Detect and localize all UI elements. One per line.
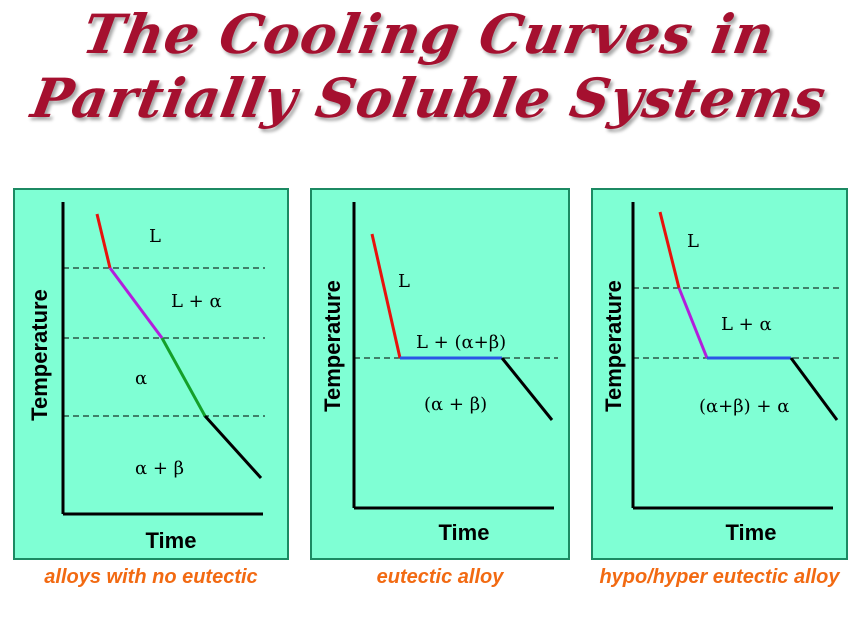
curve-segment-liquid [370, 233, 402, 359]
curve-segment-solid [789, 357, 839, 421]
caption-eutectic: eutectic alloy [376, 566, 504, 588]
y-axis-label: Temperature [601, 280, 626, 412]
x-axis-label: Time [439, 520, 490, 545]
title-line-2: Partially Soluble Systems [26, 66, 832, 130]
region-label-l-plus-alpha: L + α [721, 314, 772, 335]
panel-hypo-hyper-eutectic: L L + α (α+β) + α Temperature Time [591, 188, 848, 560]
y-axis-label: Temperature [320, 280, 345, 412]
curve-segment-l-plus-alpha [677, 287, 709, 359]
region-label-alpha: α [135, 368, 147, 389]
curve-segment-alpha-plus-beta [203, 414, 263, 480]
title-line-1: The Cooling Curves in [77, 2, 781, 66]
curve-segment-l-plus-alpha [108, 267, 164, 339]
panel-eutectic: L L + (α+β) (α + β) Temperature Time [310, 188, 570, 560]
curve-segment-alpha [160, 337, 207, 417]
region-label-alpha-plus-beta: α + β [135, 458, 184, 479]
caption-no-eutectic: alloys with no eutectic [44, 566, 258, 588]
region-label-l-plus-alpha-beta: L + (α+β) [416, 332, 506, 353]
cooling-curve-hypo-hyper-eutectic: L L + α (α+β) + α Temperature Time [601, 202, 839, 545]
curve-segment-solid [500, 357, 554, 421]
curve-segment-liquid [95, 213, 112, 269]
region-label-l: L [149, 226, 161, 247]
caption-hypo-hyper-eutectic: hypo/hyper eutectic alloy [599, 566, 840, 588]
y-axis-label: Temperature [27, 289, 52, 421]
panel-no-eutectic: L L + α α α + β Temperature Time [13, 188, 289, 560]
cooling-curve-no-eutectic: L L + α α α + β Temperature Time [27, 202, 265, 553]
region-label-l: L [398, 271, 410, 292]
region-label-l-plus-alpha: L + α [171, 291, 222, 312]
curve-segment-liquid [658, 211, 681, 289]
x-axis-label: Time [726, 520, 777, 545]
cooling-curve-eutectic: L L + (α+β) (α + β) Temperature Time [320, 202, 558, 545]
region-label-alpha-beta-plus-alpha: (α+β) + α [699, 396, 789, 417]
x-axis-label: Time [146, 528, 197, 553]
region-label-alpha-beta: (α + β) [424, 394, 487, 415]
region-label-l: L [687, 231, 699, 252]
